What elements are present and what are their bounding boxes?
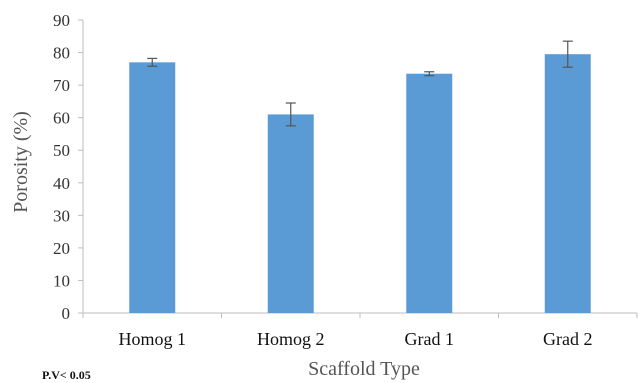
y-tick-label: 40 [53,174,70,193]
bar [268,114,314,313]
y-tick-label: 30 [53,206,70,225]
bars [129,54,591,313]
x-axis-labels: Homog 1 Homog 2 Grad 1 Grad 2 [119,329,593,349]
p-value-note: P.V< 0.05 [42,368,91,382]
x-axis-title: Scaffold Type [308,358,420,380]
bar [406,74,452,313]
y-tick-label: 70 [53,76,70,95]
x-tick-label: Grad 2 [543,329,592,349]
x-tick-label: Grad 1 [405,329,454,349]
bar [545,54,591,313]
y-tick-label: 80 [53,44,70,63]
bar [129,62,175,313]
error-bars [147,41,573,126]
y-tick-label: 50 [53,141,70,160]
y-tick-label: 0 [62,304,71,323]
y-tick-label: 20 [53,239,70,258]
y-axis-title: Porosity (%) [10,111,32,213]
x-tick-label: Homog 2 [257,329,325,349]
y-tick-label: 10 [53,271,70,290]
y-tick-label: 60 [53,109,70,128]
y-tick-label: 90 [53,11,70,30]
x-tick-label: Homog 1 [119,329,187,349]
